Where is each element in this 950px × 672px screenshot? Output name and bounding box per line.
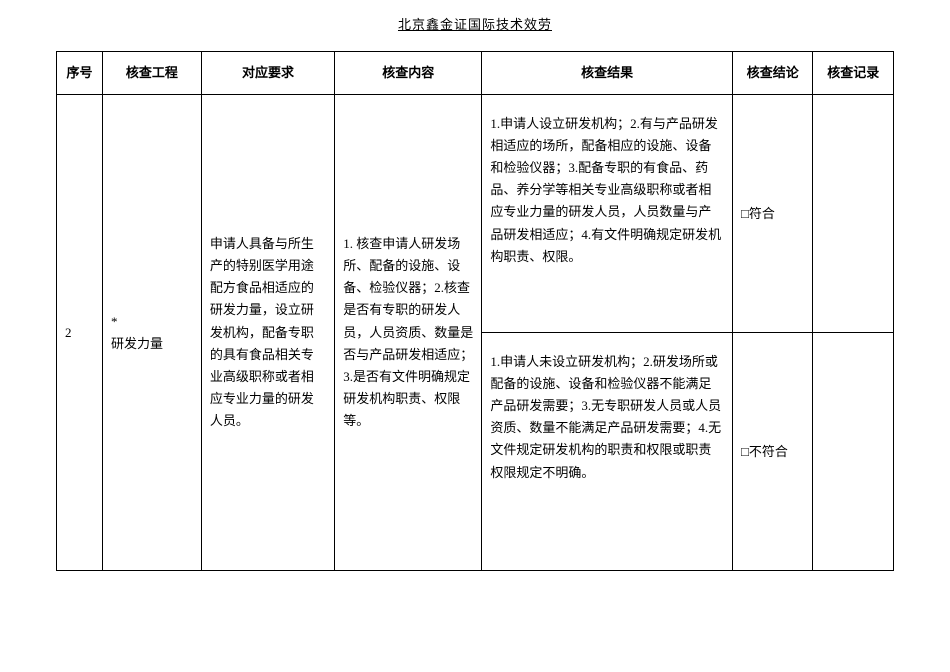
- col-header-requirement: 对应要求: [201, 52, 334, 95]
- header-title: 北京鑫金证国际技术效劳: [398, 17, 552, 32]
- cell-record-fail: [813, 333, 894, 571]
- cell-project: * 研发力量: [102, 95, 201, 571]
- col-header-seq: 序号: [57, 52, 103, 95]
- cell-record-pass: [813, 95, 894, 333]
- cell-result-fail: 1.申请人未设立研发机构；2.研发场所或配备的设施、设备和检验仪器不能满足产品研…: [482, 333, 733, 571]
- cell-conclusion-fail: □不符合: [733, 333, 813, 571]
- col-header-conclusion: 核查结论: [733, 52, 813, 95]
- page-header: 北京鑫金证国际技术效劳: [0, 0, 950, 37]
- project-text: * 研发力量: [111, 314, 163, 351]
- cell-conclusion-pass: □符合: [733, 95, 813, 333]
- col-header-content: 核查内容: [335, 52, 482, 95]
- col-header-project: 核查工程: [102, 52, 201, 95]
- verification-table: 序号 核查工程 对应要求 核查内容 核查结果 核查结论 核查记录 2 * 研发力…: [56, 51, 894, 571]
- cell-requirement: 申请人具备与所生产的特别医学用途配方食品相适应的研发力量，设立研发机构，配备专职…: [201, 95, 334, 571]
- cell-content: 1. 核查申请人研发场所、配备的设施、设备、检验仪器；2.核查是否有专职的研发人…: [335, 95, 482, 571]
- table-container: 序号 核查工程 对应要求 核查内容 核查结果 核查结论 核查记录 2 * 研发力…: [0, 37, 950, 571]
- table-header-row: 序号 核查工程 对应要求 核查内容 核查结果 核查结论 核查记录: [57, 52, 894, 95]
- col-header-record: 核查记录: [813, 52, 894, 95]
- cell-result-pass: 1.申请人设立研发机构；2.有与产品研发相适应的场所，配备相应的设施、设备和检验…: [482, 95, 733, 333]
- table-row: 2 * 研发力量 申请人具备与所生产的特别医学用途配方食品相适应的研发力量，设立…: [57, 95, 894, 333]
- col-header-result: 核查结果: [482, 52, 733, 95]
- cell-seq: 2: [57, 95, 103, 571]
